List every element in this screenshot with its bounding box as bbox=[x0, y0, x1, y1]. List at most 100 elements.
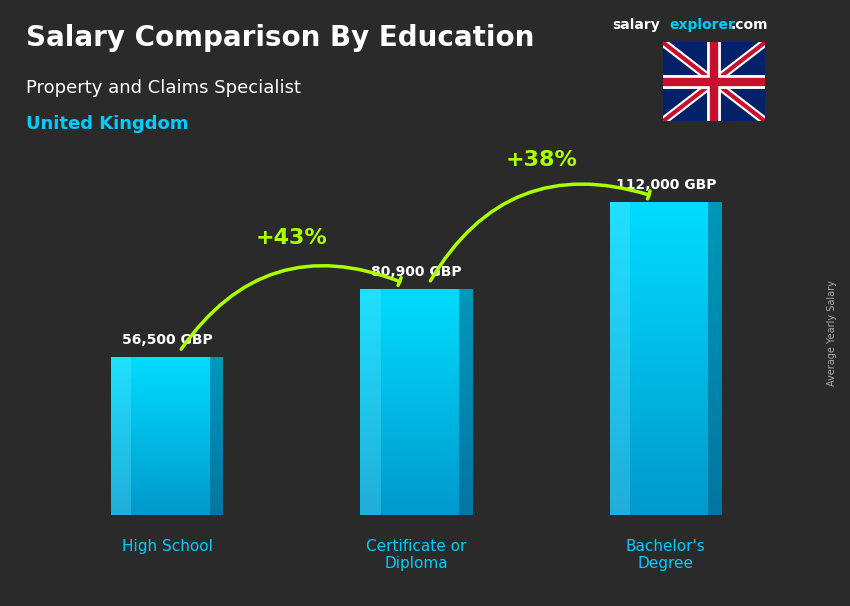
Bar bbox=[360, 388, 473, 391]
Bar bbox=[111, 445, 224, 447]
Bar bbox=[360, 300, 473, 302]
Bar bbox=[609, 371, 722, 374]
Bar bbox=[609, 258, 722, 261]
Bar bbox=[609, 346, 722, 349]
Bar bbox=[609, 268, 722, 271]
Bar bbox=[111, 473, 224, 474]
Bar bbox=[360, 445, 473, 447]
Bar bbox=[111, 455, 224, 457]
Bar bbox=[360, 454, 473, 456]
Bar bbox=[360, 314, 473, 316]
Bar bbox=[360, 311, 473, 314]
Bar bbox=[111, 395, 224, 396]
Bar bbox=[360, 379, 473, 382]
Bar bbox=[111, 430, 224, 431]
Bar bbox=[360, 309, 473, 311]
Bar bbox=[111, 392, 224, 393]
Bar bbox=[360, 375, 473, 377]
Bar bbox=[609, 218, 722, 221]
Bar bbox=[360, 332, 473, 334]
Bar bbox=[360, 420, 473, 422]
Bar bbox=[609, 437, 722, 440]
Bar bbox=[111, 452, 224, 453]
Bar bbox=[360, 386, 473, 388]
Bar bbox=[111, 494, 224, 496]
Bar bbox=[609, 355, 722, 359]
Bar bbox=[111, 447, 224, 448]
Bar bbox=[609, 493, 722, 496]
Bar bbox=[360, 463, 473, 465]
Bar bbox=[360, 508, 473, 511]
Bar bbox=[708, 202, 722, 515]
Bar bbox=[111, 385, 224, 387]
Bar bbox=[111, 476, 224, 477]
Bar bbox=[360, 425, 473, 427]
Bar bbox=[111, 441, 224, 442]
Bar bbox=[111, 505, 224, 507]
Bar bbox=[111, 390, 224, 392]
Bar bbox=[360, 291, 473, 293]
Bar bbox=[111, 479, 224, 481]
Bar bbox=[111, 357, 131, 515]
Bar bbox=[609, 343, 722, 346]
Bar bbox=[360, 307, 473, 309]
Bar bbox=[111, 513, 224, 515]
Bar bbox=[360, 384, 473, 386]
Bar bbox=[111, 409, 224, 411]
Bar bbox=[609, 293, 722, 296]
Bar bbox=[360, 490, 473, 493]
Bar bbox=[111, 425, 224, 427]
Bar bbox=[360, 289, 381, 515]
Text: +43%: +43% bbox=[256, 228, 328, 248]
Bar bbox=[111, 419, 224, 421]
Bar bbox=[360, 431, 473, 434]
Bar bbox=[111, 424, 224, 425]
Bar bbox=[111, 465, 224, 466]
Bar bbox=[111, 416, 224, 417]
Bar bbox=[111, 381, 224, 382]
Bar bbox=[360, 293, 473, 296]
Bar bbox=[609, 474, 722, 478]
Bar bbox=[609, 302, 722, 305]
Bar bbox=[111, 382, 224, 384]
Bar bbox=[609, 296, 722, 299]
Bar bbox=[360, 474, 473, 477]
Bar bbox=[111, 501, 224, 502]
Bar bbox=[111, 453, 224, 455]
Bar bbox=[360, 409, 473, 411]
Bar bbox=[111, 463, 224, 465]
Bar bbox=[111, 477, 224, 479]
Bar bbox=[360, 443, 473, 445]
Bar bbox=[360, 436, 473, 438]
Bar bbox=[360, 359, 473, 361]
Text: United Kingdom: United Kingdom bbox=[26, 115, 188, 133]
Bar bbox=[360, 418, 473, 420]
Bar bbox=[111, 403, 224, 404]
Bar bbox=[111, 444, 224, 445]
Bar bbox=[609, 396, 722, 399]
Bar bbox=[609, 424, 722, 427]
Bar bbox=[360, 470, 473, 472]
Bar bbox=[609, 384, 722, 387]
Bar bbox=[609, 390, 722, 393]
Bar bbox=[360, 427, 473, 429]
Bar bbox=[609, 481, 722, 484]
Text: salary: salary bbox=[612, 18, 660, 32]
Bar bbox=[360, 502, 473, 504]
Bar bbox=[609, 502, 722, 505]
Bar bbox=[111, 378, 224, 379]
Bar bbox=[111, 373, 224, 375]
Bar bbox=[360, 416, 473, 418]
Text: High School: High School bbox=[122, 539, 212, 554]
Bar bbox=[609, 336, 722, 340]
Bar bbox=[609, 290, 722, 293]
Bar bbox=[609, 496, 722, 499]
Text: Salary Comparison By Education: Salary Comparison By Education bbox=[26, 24, 534, 52]
Bar bbox=[111, 428, 224, 430]
Bar bbox=[609, 446, 722, 449]
Bar bbox=[609, 393, 722, 396]
Bar bbox=[609, 208, 722, 211]
Bar bbox=[609, 239, 722, 242]
Bar bbox=[609, 487, 722, 490]
Bar bbox=[360, 504, 473, 506]
